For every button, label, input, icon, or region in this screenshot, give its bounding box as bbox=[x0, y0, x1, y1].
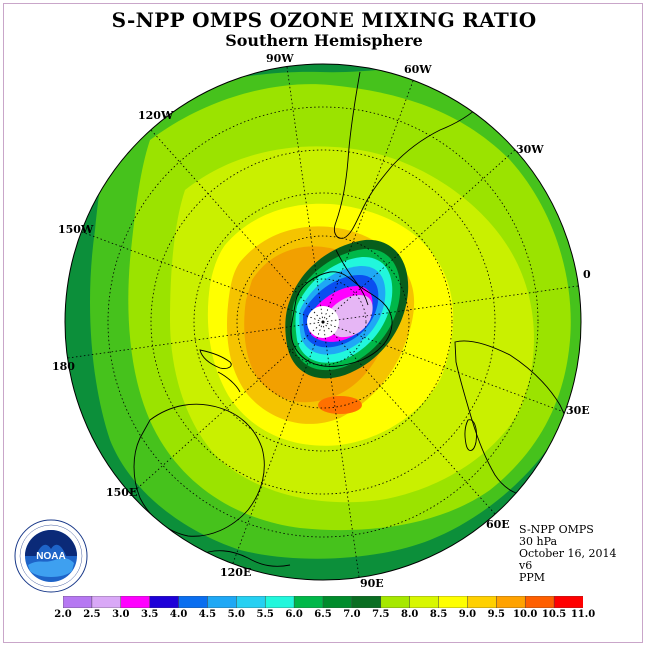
coast-antarctic-peninsula bbox=[335, 249, 369, 306]
product-info: S-NPP OMPS 30 hPa October 16, 2014 v6 PP… bbox=[519, 524, 617, 584]
logo-text: NOAA bbox=[36, 551, 65, 562]
legend-tick-label: 3.0 bbox=[112, 609, 130, 620]
legend-tick-label: 10.0 bbox=[513, 609, 538, 620]
color-legend bbox=[63, 596, 583, 608]
legend-swatch bbox=[207, 596, 238, 608]
lon-label-60w: 60W bbox=[404, 63, 432, 76]
legend-swatch bbox=[264, 596, 295, 608]
figure-frame bbox=[3, 3, 643, 643]
legend-swatch bbox=[63, 596, 93, 608]
legend-tick-label: 6.5 bbox=[314, 609, 332, 620]
lon-label-90e: 90E bbox=[360, 577, 384, 590]
coast-madagascar bbox=[464, 419, 477, 451]
lon-label-30e: 30E bbox=[566, 404, 590, 417]
legend-tick-label: 10.5 bbox=[541, 609, 567, 620]
legend-swatch bbox=[178, 596, 209, 608]
coastlines bbox=[133, 71, 573, 567]
coast-south-america bbox=[333, 71, 486, 239]
legend-swatch bbox=[293, 596, 324, 608]
legend-tick-label: 8.0 bbox=[400, 609, 419, 620]
lon-label-60e: 60E bbox=[486, 518, 510, 531]
info-date: October 16, 2014 bbox=[519, 547, 617, 560]
legend-tick-label: 3.5 bbox=[140, 609, 159, 620]
legend-swatch bbox=[351, 596, 382, 608]
info-instrument: S-NPP OMPS bbox=[519, 523, 594, 536]
legend-swatch bbox=[524, 596, 555, 608]
legend-swatch bbox=[120, 596, 151, 608]
map-boundary bbox=[64, 63, 582, 581]
lon-label-30w: 30W bbox=[516, 143, 544, 156]
map-title: S-NPP OMPS OZONE MIXING RATIO bbox=[111, 8, 537, 32]
legend-swatch bbox=[467, 596, 498, 608]
legend-tick-label: 5.5 bbox=[256, 609, 274, 620]
lon-label-180: 180 bbox=[52, 360, 75, 373]
legend-swatch bbox=[496, 596, 526, 608]
legend-tick-label: 9.0 bbox=[458, 609, 477, 620]
coast-new-zealand bbox=[199, 349, 232, 369]
legend-tick-label: 2.5 bbox=[83, 609, 101, 620]
legend-tick-label: 5.0 bbox=[227, 609, 245, 620]
lon-label-120w: 120W bbox=[138, 109, 174, 122]
legend-swatch bbox=[380, 596, 411, 608]
legend-tick-label: 7.5 bbox=[372, 609, 390, 620]
legend-swatch bbox=[91, 596, 122, 608]
lon-label-90w: 90W bbox=[266, 52, 294, 65]
legend-tick-label: 2.0 bbox=[54, 609, 72, 620]
info-unit: PPM bbox=[519, 571, 546, 584]
legend-tick-label: 8.5 bbox=[429, 609, 448, 620]
latitude-circles bbox=[107, 106, 539, 538]
legend-swatch bbox=[438, 596, 469, 608]
coast-indonesia bbox=[199, 550, 291, 567]
coast-new-zealand-north bbox=[217, 371, 241, 393]
legend-tick-label: 4.5 bbox=[198, 609, 217, 620]
legend-swatch bbox=[149, 596, 180, 608]
noaa-logo: NOAA bbox=[14, 519, 88, 593]
info-version: v6 bbox=[519, 559, 533, 572]
legend-tick-label: 4.0 bbox=[169, 609, 188, 620]
legend-tick-label: 6.0 bbox=[285, 609, 303, 620]
coast-antarctica bbox=[290, 271, 393, 367]
legend-swatch bbox=[409, 596, 440, 608]
legend-swatch bbox=[553, 596, 583, 608]
lon-label-150w: 150W bbox=[58, 223, 94, 236]
lon-label-0: 0 bbox=[583, 268, 591, 281]
info-level: 30 hPa bbox=[519, 535, 558, 548]
legend-swatch bbox=[322, 596, 353, 608]
legend-swatch bbox=[236, 596, 266, 608]
map-subtitle: Southern Hemisphere bbox=[225, 31, 423, 50]
legend-tick-label: 9.5 bbox=[487, 609, 505, 620]
coast-australia bbox=[133, 403, 265, 537]
legend-tick-label: 7.0 bbox=[343, 609, 361, 620]
vortex-lilac bbox=[328, 295, 373, 338]
field-patch-darkorange bbox=[318, 396, 362, 414]
meridians bbox=[67, 66, 579, 578]
lon-label-150e: 150E bbox=[106, 486, 138, 499]
lon-label-120e: 120E bbox=[220, 566, 252, 579]
legend-tick-label: 11.0 bbox=[570, 609, 596, 620]
